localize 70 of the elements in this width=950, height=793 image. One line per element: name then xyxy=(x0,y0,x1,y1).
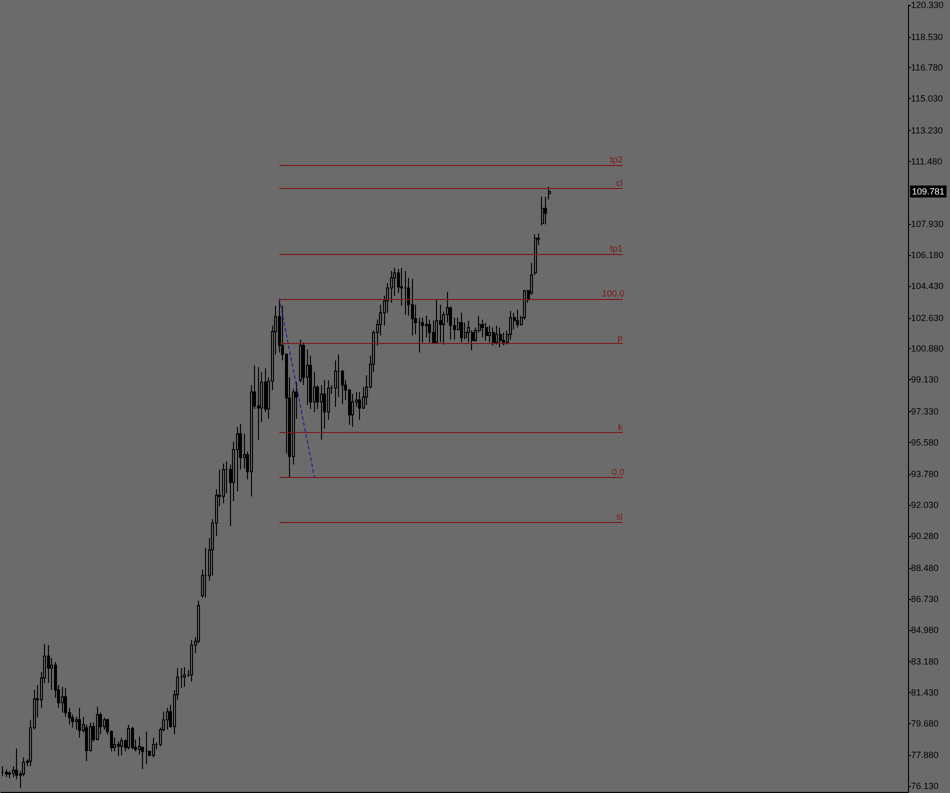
candlestick xyxy=(492,327,495,346)
candlestick xyxy=(428,319,431,343)
ref-line-label: tp2 xyxy=(610,154,623,164)
y-tick-label: 95.580 xyxy=(911,437,939,448)
candlestick xyxy=(5,768,8,778)
candlestick xyxy=(78,707,81,738)
candlestick xyxy=(541,196,544,226)
candlestick xyxy=(1,766,4,777)
y-tick-label: 120.330 xyxy=(911,0,944,10)
candlestick xyxy=(257,366,260,440)
y-tick-label: 102.630 xyxy=(911,312,944,323)
candlestick xyxy=(222,463,225,504)
y-tick-label: 118.530 xyxy=(911,32,943,42)
y-tick-label: 116.780 xyxy=(911,62,943,73)
y-tick-label: 79.680 xyxy=(911,718,939,728)
candlestick xyxy=(460,312,463,343)
candlestick xyxy=(127,724,130,750)
y-tick-label: 77.880 xyxy=(911,750,939,760)
candlestick xyxy=(152,737,155,758)
candlestick xyxy=(299,339,302,383)
y-tick-label: 84.980 xyxy=(911,624,939,635)
y-tick-label: 83.180 xyxy=(911,656,939,667)
ref-line-label: cl xyxy=(616,178,623,188)
candlestick xyxy=(548,186,551,200)
y-tick-label: 106.180 xyxy=(911,250,944,260)
candlestick xyxy=(435,299,438,344)
ref-line-label: sl xyxy=(616,511,623,522)
candlestick xyxy=(145,731,148,765)
y-tick-label: 115.030 xyxy=(911,94,943,104)
y-tick-label: 86.730 xyxy=(911,594,939,604)
annotation: 100.0 xyxy=(602,288,624,298)
candlestick xyxy=(131,726,134,750)
ref-line-label: p xyxy=(618,332,623,343)
candlestick xyxy=(481,319,484,338)
y-tick-label: 107.930 xyxy=(911,219,944,230)
candlestick xyxy=(61,686,64,714)
y-tick-label: 90.280 xyxy=(911,531,939,542)
y-tick-label: 76.130 xyxy=(911,781,939,792)
candlestick xyxy=(439,304,442,343)
candlestick xyxy=(502,332,505,346)
candlestick xyxy=(499,327,502,348)
y-tick-label: 97.330 xyxy=(911,406,939,416)
y-tick-label: 93.780 xyxy=(911,469,939,480)
y-tick-label: 92.030 xyxy=(911,500,939,510)
candlestick xyxy=(166,707,169,730)
y-tick-label: 111.480 xyxy=(911,156,942,166)
candlestick xyxy=(96,706,99,741)
candlestick xyxy=(190,640,193,682)
y-tick-label: 113.230 xyxy=(911,125,943,136)
y-tick-label: 88.480 xyxy=(911,562,939,573)
candlestick xyxy=(516,309,519,328)
candlestick xyxy=(544,196,547,225)
ref-line-label: tp1 xyxy=(610,244,623,254)
candlestick xyxy=(509,310,512,340)
candlestick xyxy=(117,740,120,757)
y-tick-label: 104.430 xyxy=(911,281,944,292)
annotation: 0.0 xyxy=(612,466,624,477)
y-tick-label: 99.130 xyxy=(911,374,939,385)
candlestick xyxy=(183,666,186,688)
y-tick-label: 100.880 xyxy=(911,344,944,354)
candlestick xyxy=(495,325,498,346)
candlestick xyxy=(485,322,488,341)
candlestick xyxy=(351,393,354,428)
candlestick xyxy=(488,325,491,343)
candlestick xyxy=(411,278,414,336)
candlestick xyxy=(120,737,123,756)
candlestick xyxy=(404,270,407,316)
y-tick-label: 81.430 xyxy=(911,688,939,698)
annotation: 109.781 xyxy=(912,186,945,196)
ref-line-label: k xyxy=(618,422,624,432)
